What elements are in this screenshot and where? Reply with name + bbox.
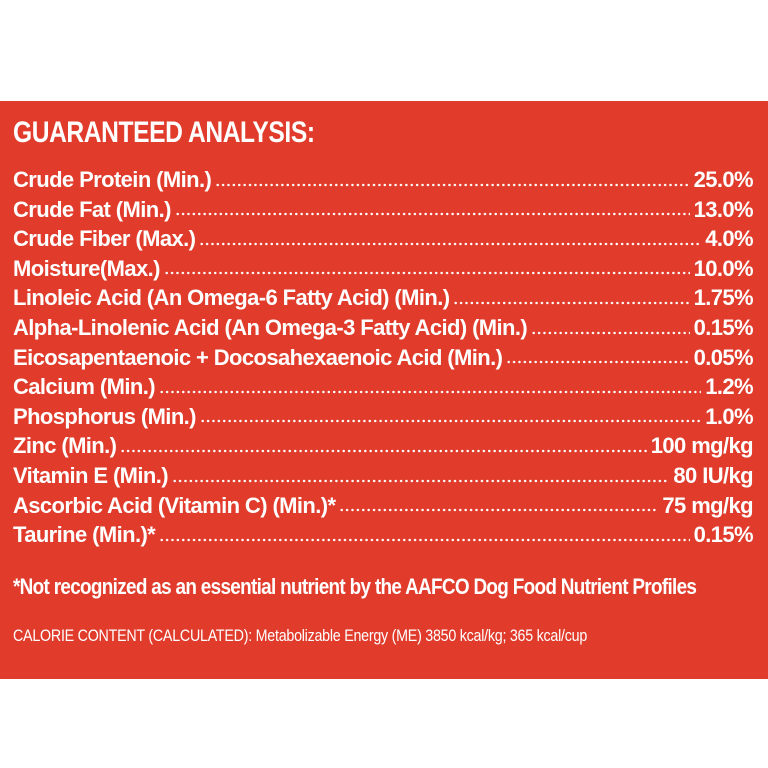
nutrient-label: Crude Fat (Min.) [13, 196, 171, 222]
dot-leader [172, 464, 670, 483]
dot-leader [159, 523, 690, 542]
analysis-row: Taurine (Min.)* 0.15% [13, 520, 754, 550]
dot-leader [215, 168, 690, 187]
nutrient-value: 4.0% [705, 226, 753, 252]
nutrient-label: Crude Fiber (Max.) [13, 226, 196, 252]
nutrient-label: Ascorbic Acid (Vitamin C) (Min.)* [13, 492, 336, 518]
nutrient-value: 1.0% [705, 403, 753, 429]
aafco-footnote: *Not recognized as an essential nutrient… [13, 574, 697, 599]
dot-leader [174, 198, 690, 217]
analysis-row: Crude Fat (Min.) 13.0% [13, 195, 754, 225]
nutrient-label: Zinc (Min.) [13, 433, 117, 459]
dot-leader [339, 494, 659, 513]
dot-leader [199, 405, 702, 424]
analysis-row: Moisture(Max.) 10.0% [13, 254, 754, 284]
analysis-row: Alpha-Linolenic Acid (An Omega-3 Fatty A… [13, 313, 754, 343]
calorie-text: Metabolizable Energy (ME) 3850 kcal/kg; … [251, 626, 588, 645]
nutrient-value: 100 mg/kg [650, 433, 754, 459]
analysis-row: Crude Fiber (Max.) 4.0% [13, 224, 754, 254]
nutrient-value: 25.0% [693, 167, 754, 192]
nutrient-value: 13.0% [693, 196, 754, 222]
nutrient-value: 0.15% [693, 522, 754, 548]
nutrient-label: Calcium (Min.) [13, 374, 156, 400]
guaranteed-analysis-panel: GUARANTEED ANALYSIS: Crude Protein (Min.… [0, 101, 768, 679]
analysis-row: Linoleic Acid (An Omega-6 Fatty Acid) (M… [13, 283, 754, 313]
nutrient-label: Alpha-Linolenic Acid (An Omega-3 Fatty A… [13, 314, 528, 340]
analysis-row: Vitamin E (Min.) 80 IU/kg [13, 461, 754, 491]
nutrient-value: 80 IU/kg [673, 462, 753, 488]
calorie-content: CALORIE CONTENT (CALCULATED): Metaboliza… [13, 624, 587, 648]
dot-leader [531, 316, 690, 335]
dot-leader [158, 375, 702, 394]
dot-leader [506, 346, 690, 365]
nutrient-label: Eicosapentaenoic + Docosahexaenoic Acid … [13, 344, 503, 370]
nutrient-label: Crude Protein (Min.) [13, 167, 212, 192]
nutrient-value: 1.2% [705, 374, 753, 400]
nutrient-label: Taurine (Min.)* [13, 522, 156, 548]
nutrient-value: 10.0% [693, 255, 754, 281]
nutrient-value: 0.15% [693, 314, 754, 340]
analysis-table: Crude Protein (Min.) 25.0% Crude Fat (Mi… [13, 165, 754, 550]
nutrient-value: 1.75% [693, 285, 754, 311]
analysis-row: Ascorbic Acid (Vitamin C) (Min.)* 75 mg/… [13, 491, 754, 521]
analysis-row: Zinc (Min.) 100 mg/kg [13, 431, 754, 461]
analysis-row: Calcium (Min.) 1.2% [13, 372, 754, 402]
analysis-row: Crude Protein (Min.) 25.0% [13, 165, 754, 195]
dot-leader [453, 286, 690, 305]
dot-leader [199, 227, 702, 246]
nutrient-label: Moisture(Max.) [13, 255, 160, 281]
nutrient-value: 75 mg/kg [662, 492, 753, 518]
dot-leader [120, 434, 647, 453]
analysis-row: Phosphorus (Min.) 1.0% [13, 402, 754, 432]
nutrient-label: Linoleic Acid (An Omega-6 Fatty Acid) (M… [13, 285, 450, 311]
dot-leader [163, 257, 690, 276]
calorie-label: CALORIE CONTENT (CALCULATED): [13, 626, 252, 645]
nutrient-value: 0.05% [693, 344, 754, 370]
nutrient-label: Phosphorus (Min.) [13, 403, 197, 429]
nutrient-label: Vitamin E (Min.) [13, 462, 169, 488]
analysis-row: Eicosapentaenoic + Docosahexaenoic Acid … [13, 343, 754, 373]
panel-title: GUARANTEED ANALYSIS: [13, 116, 315, 149]
